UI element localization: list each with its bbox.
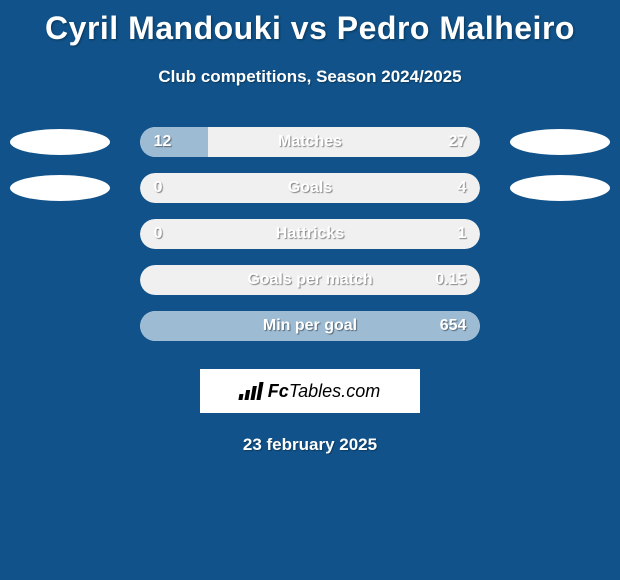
stat-bar: Goals per match 0.15 (140, 265, 481, 295)
stat-row: 0 Hattricks 1 (0, 219, 620, 249)
stat-value-left: 0 (154, 225, 163, 243)
stat-value-right: 1 (458, 225, 467, 243)
stat-row: Min per goal 654 (0, 311, 620, 341)
avatar-slot-left (0, 313, 120, 339)
player-avatar-left (10, 175, 110, 201)
stat-value-left: 0 (154, 179, 163, 197)
bar-bg (140, 219, 481, 249)
avatar-slot-left (0, 267, 120, 293)
avatar-slot-right (500, 129, 620, 155)
stat-row: 12 Matches 27 (0, 127, 620, 157)
logo-text-bold: Fc (268, 381, 289, 401)
player-avatar-right (510, 175, 610, 201)
avatar-slot-right (500, 221, 620, 247)
stat-bar: 0 Hattricks 1 (140, 219, 481, 249)
stat-bar: 0 Goals 4 (140, 173, 481, 203)
stat-bar: 12 Matches 27 (140, 127, 481, 157)
stat-value-right: 0.15 (435, 271, 466, 289)
avatar-slot-right (500, 267, 620, 293)
stat-value-right: 27 (449, 133, 467, 151)
avatar-slot-left (0, 221, 120, 247)
bar-bg (140, 173, 481, 203)
bar-fill-right (140, 311, 481, 341)
player-avatar-right (510, 129, 610, 155)
page-title: Cyril Mandouki vs Pedro Malheiro (0, 0, 620, 47)
bar-fill-left (140, 127, 208, 157)
player-avatar-left (10, 129, 110, 155)
stat-row: Goals per match 0.15 (0, 265, 620, 295)
fctables-logo: FcTables.com (200, 369, 420, 413)
logo-text: FcTables.com (268, 381, 380, 402)
avatar-slot-right (500, 313, 620, 339)
avatar-slot-left (0, 175, 120, 201)
bar-bg (140, 265, 481, 295)
stat-value-left: 12 (154, 133, 172, 151)
bar-chart-icon (238, 382, 263, 400)
stat-value-right: 4 (458, 179, 467, 197)
date-text: 23 february 2025 (0, 435, 620, 455)
subtitle: Club competitions, Season 2024/2025 (0, 67, 620, 87)
stat-rows: 12 Matches 27 0 Goals 4 (0, 127, 620, 341)
stat-bar: Min per goal 654 (140, 311, 481, 341)
logo-text-rest: Tables.com (289, 381, 380, 401)
avatar-slot-right (500, 175, 620, 201)
stat-row: 0 Goals 4 (0, 173, 620, 203)
avatar-slot-left (0, 129, 120, 155)
comparison-infographic: Cyril Mandouki vs Pedro Malheiro Club co… (0, 0, 620, 580)
stat-value-right: 654 (440, 317, 467, 335)
